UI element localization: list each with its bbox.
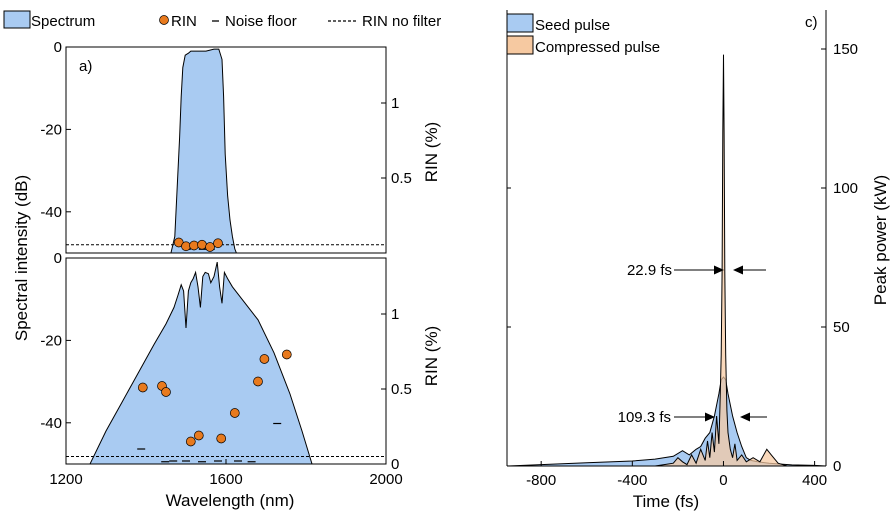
rin-point <box>193 430 204 441</box>
legend-seed-label: Seed pulse <box>535 17 610 34</box>
time-tick-label: -400 <box>617 472 647 489</box>
legend-right: Seed pulse Compressed pulse <box>506 13 660 56</box>
fwhm-compressed-arrowhead-left <box>714 265 724 275</box>
rin-point <box>189 240 199 251</box>
rin-point <box>216 433 227 444</box>
left-y-axis-title: Spectral intensity (dB) <box>12 175 31 341</box>
legend-spectrum-swatch <box>3 10 31 29</box>
rin-bottom-axis-title: RIN (%) <box>422 326 441 386</box>
legend-seed-swatch <box>506 13 534 33</box>
y2-tick-label: 0.5 <box>391 170 412 187</box>
time-tick-label: 0 <box>719 472 727 489</box>
time-tick-label: -800 <box>526 472 556 489</box>
spectrum-area-top <box>170 48 237 253</box>
compressed-pulse-area <box>507 54 826 466</box>
legend-rin-label: RIN <box>171 13 197 30</box>
panel-c: -800 -400 0 400 0 50 100 150 <box>506 10 858 489</box>
x-tick-label: 1600 <box>209 471 242 488</box>
spectrum-area-bottom <box>89 261 313 464</box>
y2-tick-label: 0.5 <box>391 381 412 398</box>
fwhm-seed-arrowhead-left <box>705 412 715 422</box>
fwhm-compressed-label: 22.9 fs <box>627 262 672 279</box>
legend-compressed-label: Compressed pulse <box>535 39 660 56</box>
x-tick-label: 2000 <box>369 471 402 488</box>
plot-area-top <box>66 48 386 253</box>
y2-tick-label: 1 <box>391 306 399 323</box>
y-tick-label: 0 <box>54 39 62 56</box>
legend-spectrum-label: Spectrum <box>31 13 95 30</box>
legend-nofilter-label: RIN no filter <box>362 13 441 30</box>
rin-point <box>213 238 223 249</box>
right-x-axis-title: Time (fs) <box>633 492 699 511</box>
rin-point <box>259 354 270 364</box>
rin-point <box>181 241 191 252</box>
y-tick-label: 0 <box>54 250 62 267</box>
fwhm-compressed-arrowhead-right <box>733 265 743 275</box>
y-tick-label: -40 <box>40 204 62 221</box>
time-tick-label: 400 <box>802 472 827 489</box>
x-tick-label: 1200 <box>49 471 82 488</box>
legend-noise-label: Noise floor <box>225 13 297 30</box>
fwhm-compressed-annotation: 22.9 fs <box>627 262 766 279</box>
left-x-axis-title: Wavelength (nm) <box>166 491 295 510</box>
fwhm-seed-annotation: 109.3 fs <box>618 409 767 426</box>
legend-rin-marker <box>159 15 169 25</box>
legend-left: Spectrum RIN Noise floor RIN no filter <box>3 10 441 30</box>
fwhm-seed-arrowhead-right <box>740 412 750 422</box>
rin-point <box>161 387 171 397</box>
right-y-axis-title: Peak power (kW) <box>871 175 890 305</box>
y-tick-label: -20 <box>40 121 62 138</box>
y2-tick-label: 1 <box>391 95 399 112</box>
plot-area-bottom <box>66 261 386 464</box>
rin-point <box>185 436 196 447</box>
power-tick-label: 50 <box>833 319 850 336</box>
rin-point <box>197 239 207 250</box>
power-tick-label: 0 <box>833 458 841 475</box>
rin-point <box>253 376 263 387</box>
y2-tick-label: 0 <box>391 456 399 473</box>
y-tick-label: -40 <box>40 415 62 432</box>
panel-a-top: 0 -20 -40 0.5 1 <box>40 39 412 254</box>
axes-frame-top <box>65 46 387 254</box>
rin-top-axis-title: RIN (%) <box>422 122 441 182</box>
power-tick-label: 100 <box>833 180 858 197</box>
panel-label-c: c) <box>805 14 818 31</box>
rin-point <box>205 242 215 252</box>
power-tick-label: 150 <box>833 41 858 58</box>
legend-compressed-swatch <box>506 35 534 55</box>
rin-point <box>137 382 148 393</box>
rin-point <box>281 349 292 360</box>
panel-label-a: a) <box>79 58 92 75</box>
plot-area-right <box>507 54 826 466</box>
fwhm-seed-label: 109.3 fs <box>618 409 671 426</box>
panel-a-bottom: 0 -20 -40 0 0.5 1 1200 1600 2000 <box>40 250 412 488</box>
rin-point <box>229 408 240 418</box>
y-tick-label: -20 <box>40 332 62 349</box>
